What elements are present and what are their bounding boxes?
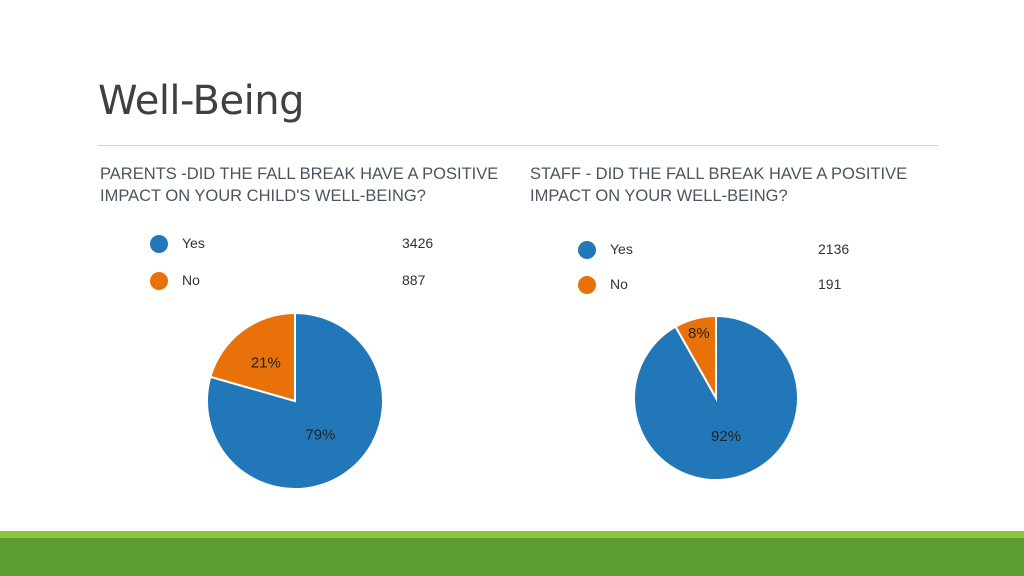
staff-legend-yes: Yes 2136 bbox=[578, 239, 898, 261]
staff-pie-chart: 92% 8% bbox=[633, 314, 799, 481]
no-dot-icon bbox=[578, 276, 596, 294]
parents-legend-yes: Yes 3426 bbox=[150, 233, 470, 255]
staff-chart-title: STAFF - DID THE FALL BREAK HAVE A POSITI… bbox=[530, 165, 908, 205]
title-divider bbox=[98, 145, 938, 146]
legend-label-no: No bbox=[610, 276, 628, 292]
pie-slice-no bbox=[674, 314, 717, 402]
pie-label-yes: 92% bbox=[711, 428, 741, 445]
slide-title: Well-Being bbox=[98, 78, 304, 124]
pie-label-no: 8% bbox=[688, 325, 710, 342]
footer-accent-bar bbox=[0, 531, 1024, 538]
legend-label-no: No bbox=[182, 272, 200, 288]
legend-count-no: 191 bbox=[818, 276, 842, 292]
legend-label-yes: Yes bbox=[182, 235, 205, 251]
parents-legend-no: No 887 bbox=[150, 270, 470, 292]
no-dot-icon bbox=[150, 272, 168, 290]
legend-label-yes: Yes bbox=[610, 241, 633, 257]
pie-label-no: 21% bbox=[251, 354, 281, 371]
pie-slice-no bbox=[209, 311, 296, 403]
staff-legend-no: No 191 bbox=[578, 274, 898, 296]
legend-count-yes: 3426 bbox=[402, 235, 434, 251]
parents-pie-chart: 79% 21% bbox=[206, 311, 384, 490]
pie-label-yes: 79% bbox=[305, 427, 335, 444]
yes-dot-icon bbox=[578, 241, 596, 259]
legend-count-yes: 2136 bbox=[818, 241, 850, 257]
footer-bar bbox=[0, 538, 1024, 576]
legend-count-no: 887 bbox=[402, 272, 426, 288]
parents-chart-title: PARENTS -DID THE FALL BREAK HAVE A POSIT… bbox=[100, 165, 499, 205]
yes-dot-icon bbox=[150, 235, 168, 253]
